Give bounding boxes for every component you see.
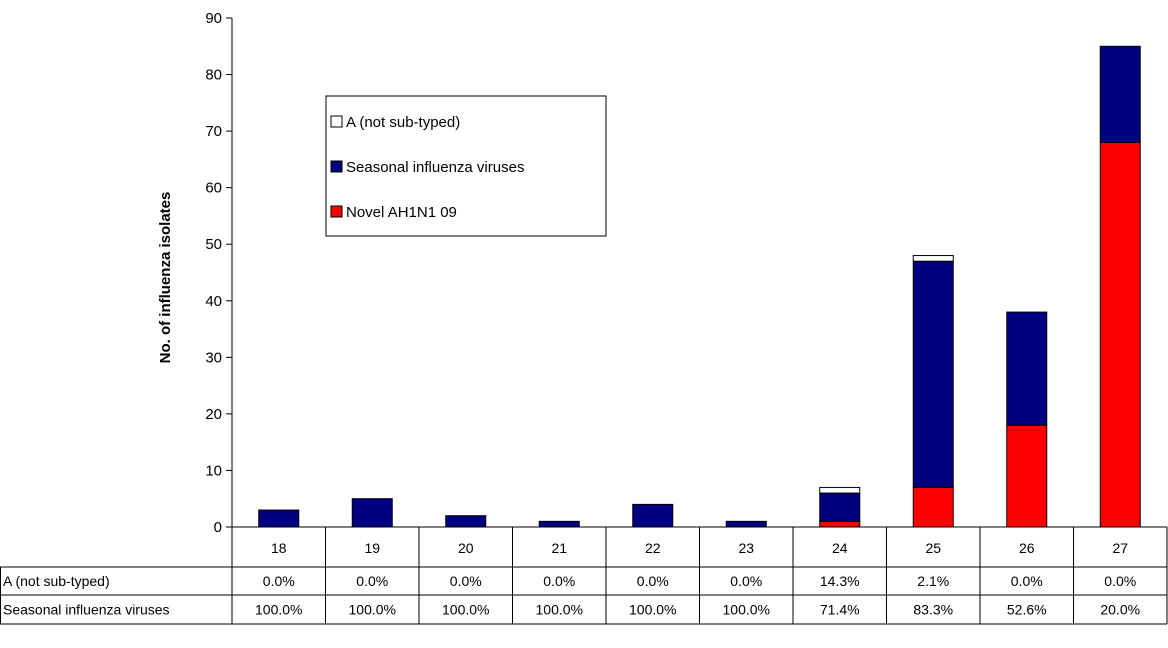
legend-label: Novel AH1N1 09	[346, 204, 457, 221]
y-tick-label: 70	[205, 123, 222, 140]
bar-segment	[912, 486, 954, 528]
table-cell: 0.0%	[356, 0, 388, 3]
bar-segment	[1099, 45, 1141, 143]
legend-swatch	[330, 205, 343, 218]
table-cell: 100.0%	[723, 602, 770, 618]
table-cell: 0.0%	[263, 573, 295, 589]
table-row-label: Seasonal influenza viruses	[3, 602, 170, 618]
legend-label: A (not sub-typed)	[346, 114, 460, 131]
y-tick-label: 90	[205, 10, 222, 27]
legend-swatch	[330, 160, 343, 173]
bar-segment	[632, 503, 674, 528]
bar-segment	[351, 498, 393, 528]
table-cell: 0.0%	[637, 0, 669, 3]
table-cell: 47.4%	[1007, 0, 1047, 3]
category-label: 21	[551, 540, 567, 556]
category-label: 24	[832, 540, 848, 556]
legend-swatch	[330, 115, 343, 128]
table-cell: 0.0%	[450, 0, 482, 3]
table-cell: 0.0%	[1104, 573, 1136, 589]
bar-segment	[538, 520, 580, 528]
category-label: 18	[271, 540, 287, 556]
table-cell: 0.0%	[1011, 573, 1043, 589]
bar-segment	[819, 520, 861, 528]
table-cell: 80.0%	[1100, 0, 1140, 3]
category-label: 23	[738, 540, 754, 556]
table-cell: 14.3%	[820, 0, 860, 3]
table-cell: 100.0%	[442, 602, 489, 618]
bar-segment	[725, 520, 767, 528]
legend: A (not sub-typed) Seasonal influenza viru…	[325, 95, 607, 237]
table-row-label: A (not sub-typed)	[3, 573, 110, 589]
category-label: 26	[1019, 540, 1035, 556]
table-cell: 20.0%	[1100, 602, 1140, 618]
bar-segment	[1099, 141, 1141, 528]
table-cell: 100.0%	[349, 602, 396, 618]
table-cell: 0.0%	[637, 573, 669, 589]
table-cell: 100.0%	[536, 602, 583, 618]
table-cell: 0.0%	[543, 0, 575, 3]
y-tick-label: 40	[205, 293, 222, 310]
bar-segment	[819, 486, 861, 494]
table-cell: 0.0%	[263, 0, 295, 3]
category-label: 27	[1112, 540, 1128, 556]
bar-segment	[445, 515, 487, 528]
category-label: 20	[458, 540, 474, 556]
legend-label: Seasonal influenza viruses	[346, 159, 524, 176]
bars	[258, 45, 1141, 528]
table-cell: 100.0%	[255, 602, 302, 618]
y-tick-label: 50	[205, 236, 222, 253]
table-cell: 83.3%	[913, 602, 953, 618]
table-cell: 52.6%	[1007, 602, 1047, 618]
y-tick-label: 20	[205, 406, 222, 423]
bar-segment	[258, 509, 300, 528]
category-label: 25	[925, 540, 941, 556]
table-cell: 71.4%	[820, 602, 860, 618]
table-cell: 100.0%	[629, 602, 676, 618]
bar-segment	[912, 255, 954, 262]
table-cell: 14.6%	[913, 0, 953, 3]
category-label: 19	[364, 540, 380, 556]
y-tick-label: 0	[214, 519, 222, 536]
y-tick-label: 10	[205, 462, 222, 479]
y-axis: 0 10 20 30 40 50 60 70 80 90	[205, 10, 233, 536]
bar-segment	[1006, 424, 1048, 528]
bar-segment	[819, 492, 861, 522]
bar-segment	[1006, 311, 1048, 426]
table-row-label: Novel AH1N1 09	[3, 0, 107, 3]
category-label: 22	[645, 540, 661, 556]
table-cell: 0.0%	[356, 573, 388, 589]
data-table: 18 19 20 21 22 23 24 25 26 27 A (not sub-typed) 0.0…	[0, 0, 1168, 625]
table-cell: 0.0%	[543, 573, 575, 589]
table-cell: 0.0%	[450, 573, 482, 589]
y-tick-label: 30	[205, 349, 222, 366]
legend-box	[325, 95, 607, 237]
bar-segment	[912, 260, 954, 488]
table-cell: 14.3%	[820, 573, 860, 589]
y-axis-title: No. of influenza isolates	[157, 192, 174, 364]
y-tick-label: 60	[205, 180, 222, 197]
table-cell: 0.0%	[730, 0, 762, 3]
table-cell: 0.0%	[730, 573, 762, 589]
table-cell: 2.1%	[917, 573, 949, 589]
y-tick-label: 80	[205, 67, 222, 84]
